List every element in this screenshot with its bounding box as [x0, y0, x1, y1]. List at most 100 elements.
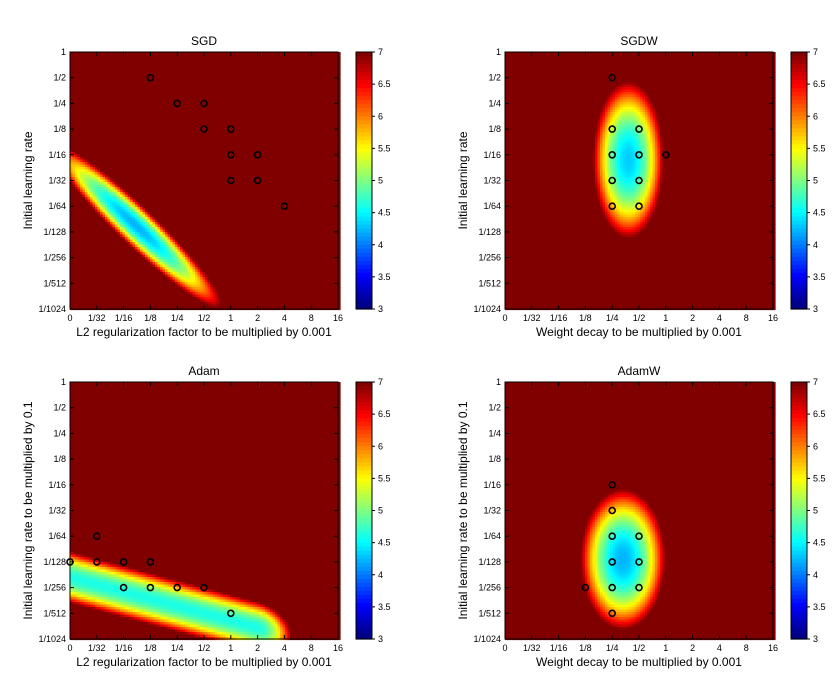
- y-tick-label: 1/1024: [38, 304, 66, 314]
- colorbar-tick-label: 3.5: [378, 272, 391, 282]
- x-tick-label: 1/32: [88, 643, 106, 653]
- x-tick-label: 4: [717, 313, 722, 323]
- x-tick-label: 1: [228, 643, 233, 653]
- y-tick-label: 1/16: [483, 150, 501, 160]
- x-tick-label: 1: [228, 313, 233, 323]
- colorbar-tick-label: 5: [813, 176, 818, 186]
- colorbar: 33.544.555.566.57: [356, 377, 391, 644]
- heatmap-field: [505, 382, 776, 640]
- y-tick-label: 1/256: [478, 583, 501, 593]
- x-tick-label: 4: [717, 643, 722, 653]
- colorbar-tick-label: 5.5: [378, 143, 391, 153]
- colorbar-tick-label: 7: [813, 377, 818, 387]
- colorbar-tick-label: 7: [813, 47, 818, 57]
- colorbar-tick-label: 4.5: [378, 208, 391, 218]
- x-tick-label: 1: [663, 643, 668, 653]
- x-tick-label: 8: [744, 643, 749, 653]
- colorbar-tick-label: 4.5: [378, 538, 391, 548]
- subplot-2: 0 1/32 1/16 1/8 1/4 1/2 1 2 4 8 1611/21/41/81/161/…: [456, 34, 826, 339]
- colorbar-tick-label: 5.5: [813, 143, 826, 153]
- x-tick-label: 1/4: [171, 313, 184, 323]
- y-tick-label: 1/32: [48, 176, 66, 186]
- colorbar-tick-label: 6.5: [813, 409, 826, 419]
- x-tick-label: 1/2: [633, 643, 646, 653]
- colorbar-tick-label: 4.5: [813, 538, 826, 548]
- x-axis-label: Weight decay to be multiplied by 0.001: [536, 655, 742, 669]
- colorbar-tick-label: 3: [378, 634, 383, 644]
- y-axis-label: Initial learning rate: [456, 131, 470, 229]
- x-tick-label: 1/32: [523, 643, 541, 653]
- y-tick-label: 1/32: [483, 506, 501, 516]
- y-tick-label: 1/128: [478, 557, 501, 567]
- y-tick-label: 1/1024: [38, 634, 66, 644]
- x-tick-label: 8: [744, 313, 749, 323]
- x-tick-label: 1/2: [633, 313, 646, 323]
- colorbar-tick-label: 4: [813, 570, 818, 580]
- y-tick-label: 1/2: [53, 403, 66, 413]
- x-tick-label: 0: [502, 313, 507, 323]
- y-tick-label: 1/2: [488, 73, 501, 83]
- subplot-title: AdamW: [618, 364, 661, 378]
- y-tick-label: 1/32: [483, 176, 501, 186]
- subplot-title: SGD: [191, 34, 217, 48]
- y-tick-label: 1/2: [53, 73, 66, 83]
- x-tick-label: 16: [333, 643, 343, 653]
- colorbar-tick-label: 3.5: [813, 272, 826, 282]
- colorbar-tick-label: 6: [378, 441, 383, 451]
- y-tick-label: 1/64: [483, 201, 501, 211]
- colorbar-tick-label: 3.5: [813, 602, 826, 612]
- subplot-1: 0 1/32 1/16 1/8 1/4 1/2 1 2 4 8 1611/21/41/81/161/…: [21, 34, 391, 339]
- colorbar-tick-label: 7: [378, 377, 383, 387]
- x-tick-label: 2: [255, 643, 260, 653]
- colorbar-tick-label: 5: [813, 506, 818, 516]
- colorbar-tick-label: 5: [378, 176, 383, 186]
- colorbar-tick-label: 6: [378, 111, 383, 121]
- y-tick-label: 1/8: [488, 454, 501, 464]
- colorbar: 33.544.555.566.57: [791, 377, 826, 644]
- colorbar-tick-label: 3: [813, 634, 818, 644]
- colorbar-tick-label: 3.5: [378, 602, 391, 612]
- subplot-title: Adam: [188, 364, 219, 378]
- y-tick-label: 1: [61, 377, 66, 387]
- y-tick-label: 1/4: [488, 428, 501, 438]
- y-tick-label: 1/4: [488, 98, 501, 108]
- x-axis-label: L2 regularization factor to be multiplie…: [76, 325, 332, 339]
- heatmap-field: [70, 382, 341, 640]
- colorbar-tick-label: 4.5: [813, 208, 826, 218]
- x-tick-label: 1/2: [198, 313, 211, 323]
- y-tick-label: 1/2: [488, 403, 501, 413]
- y-tick-label: 1/256: [43, 253, 66, 263]
- y-tick-label: 1/128: [478, 227, 501, 237]
- x-tick-label: 0: [67, 643, 72, 653]
- x-tick-label: 1/4: [606, 643, 619, 653]
- y-tick-label: 1/256: [43, 583, 66, 593]
- colorbar-tick-label: 6: [813, 111, 818, 121]
- y-tick-label: 1: [61, 47, 66, 57]
- y-tick-label: 1: [496, 47, 501, 57]
- y-tick-label: 1/512: [478, 608, 501, 618]
- x-tick-label: 1/8: [579, 313, 592, 323]
- x-tick-label: 1/4: [171, 643, 184, 653]
- y-axis-label: Initial learning rate to be multiplied b…: [456, 401, 470, 619]
- x-tick-label: 1: [663, 313, 668, 323]
- subplot-4: 0 1/32 1/16 1/8 1/4 1/2 1 2 4 8 1611/21/41/81/161/…: [456, 364, 826, 669]
- y-tick-label: 1/128: [43, 227, 66, 237]
- colorbar-tick-label: 5.5: [813, 473, 826, 483]
- colorbar-tick-label: 6.5: [813, 79, 826, 89]
- y-tick-label: 1/64: [48, 201, 66, 211]
- y-tick-label: 1/512: [43, 278, 66, 288]
- y-tick-label: 1/512: [478, 278, 501, 288]
- colorbar-tick-label: 4: [378, 570, 383, 580]
- y-tick-label: 1/8: [488, 124, 501, 134]
- y-tick-label: 1/4: [53, 428, 66, 438]
- heatmap-field: [505, 52, 776, 310]
- x-tick-label: 1/16: [550, 313, 568, 323]
- x-tick-label: 1/8: [579, 643, 592, 653]
- y-tick-label: 1/16: [483, 480, 501, 490]
- subplot-title: SGDW: [620, 34, 658, 48]
- x-tick-label: 2: [690, 313, 695, 323]
- x-tick-label: 1/2: [198, 643, 211, 653]
- colorbar-tick-label: 7: [378, 47, 383, 57]
- colorbar-tick-label: 5.5: [378, 473, 391, 483]
